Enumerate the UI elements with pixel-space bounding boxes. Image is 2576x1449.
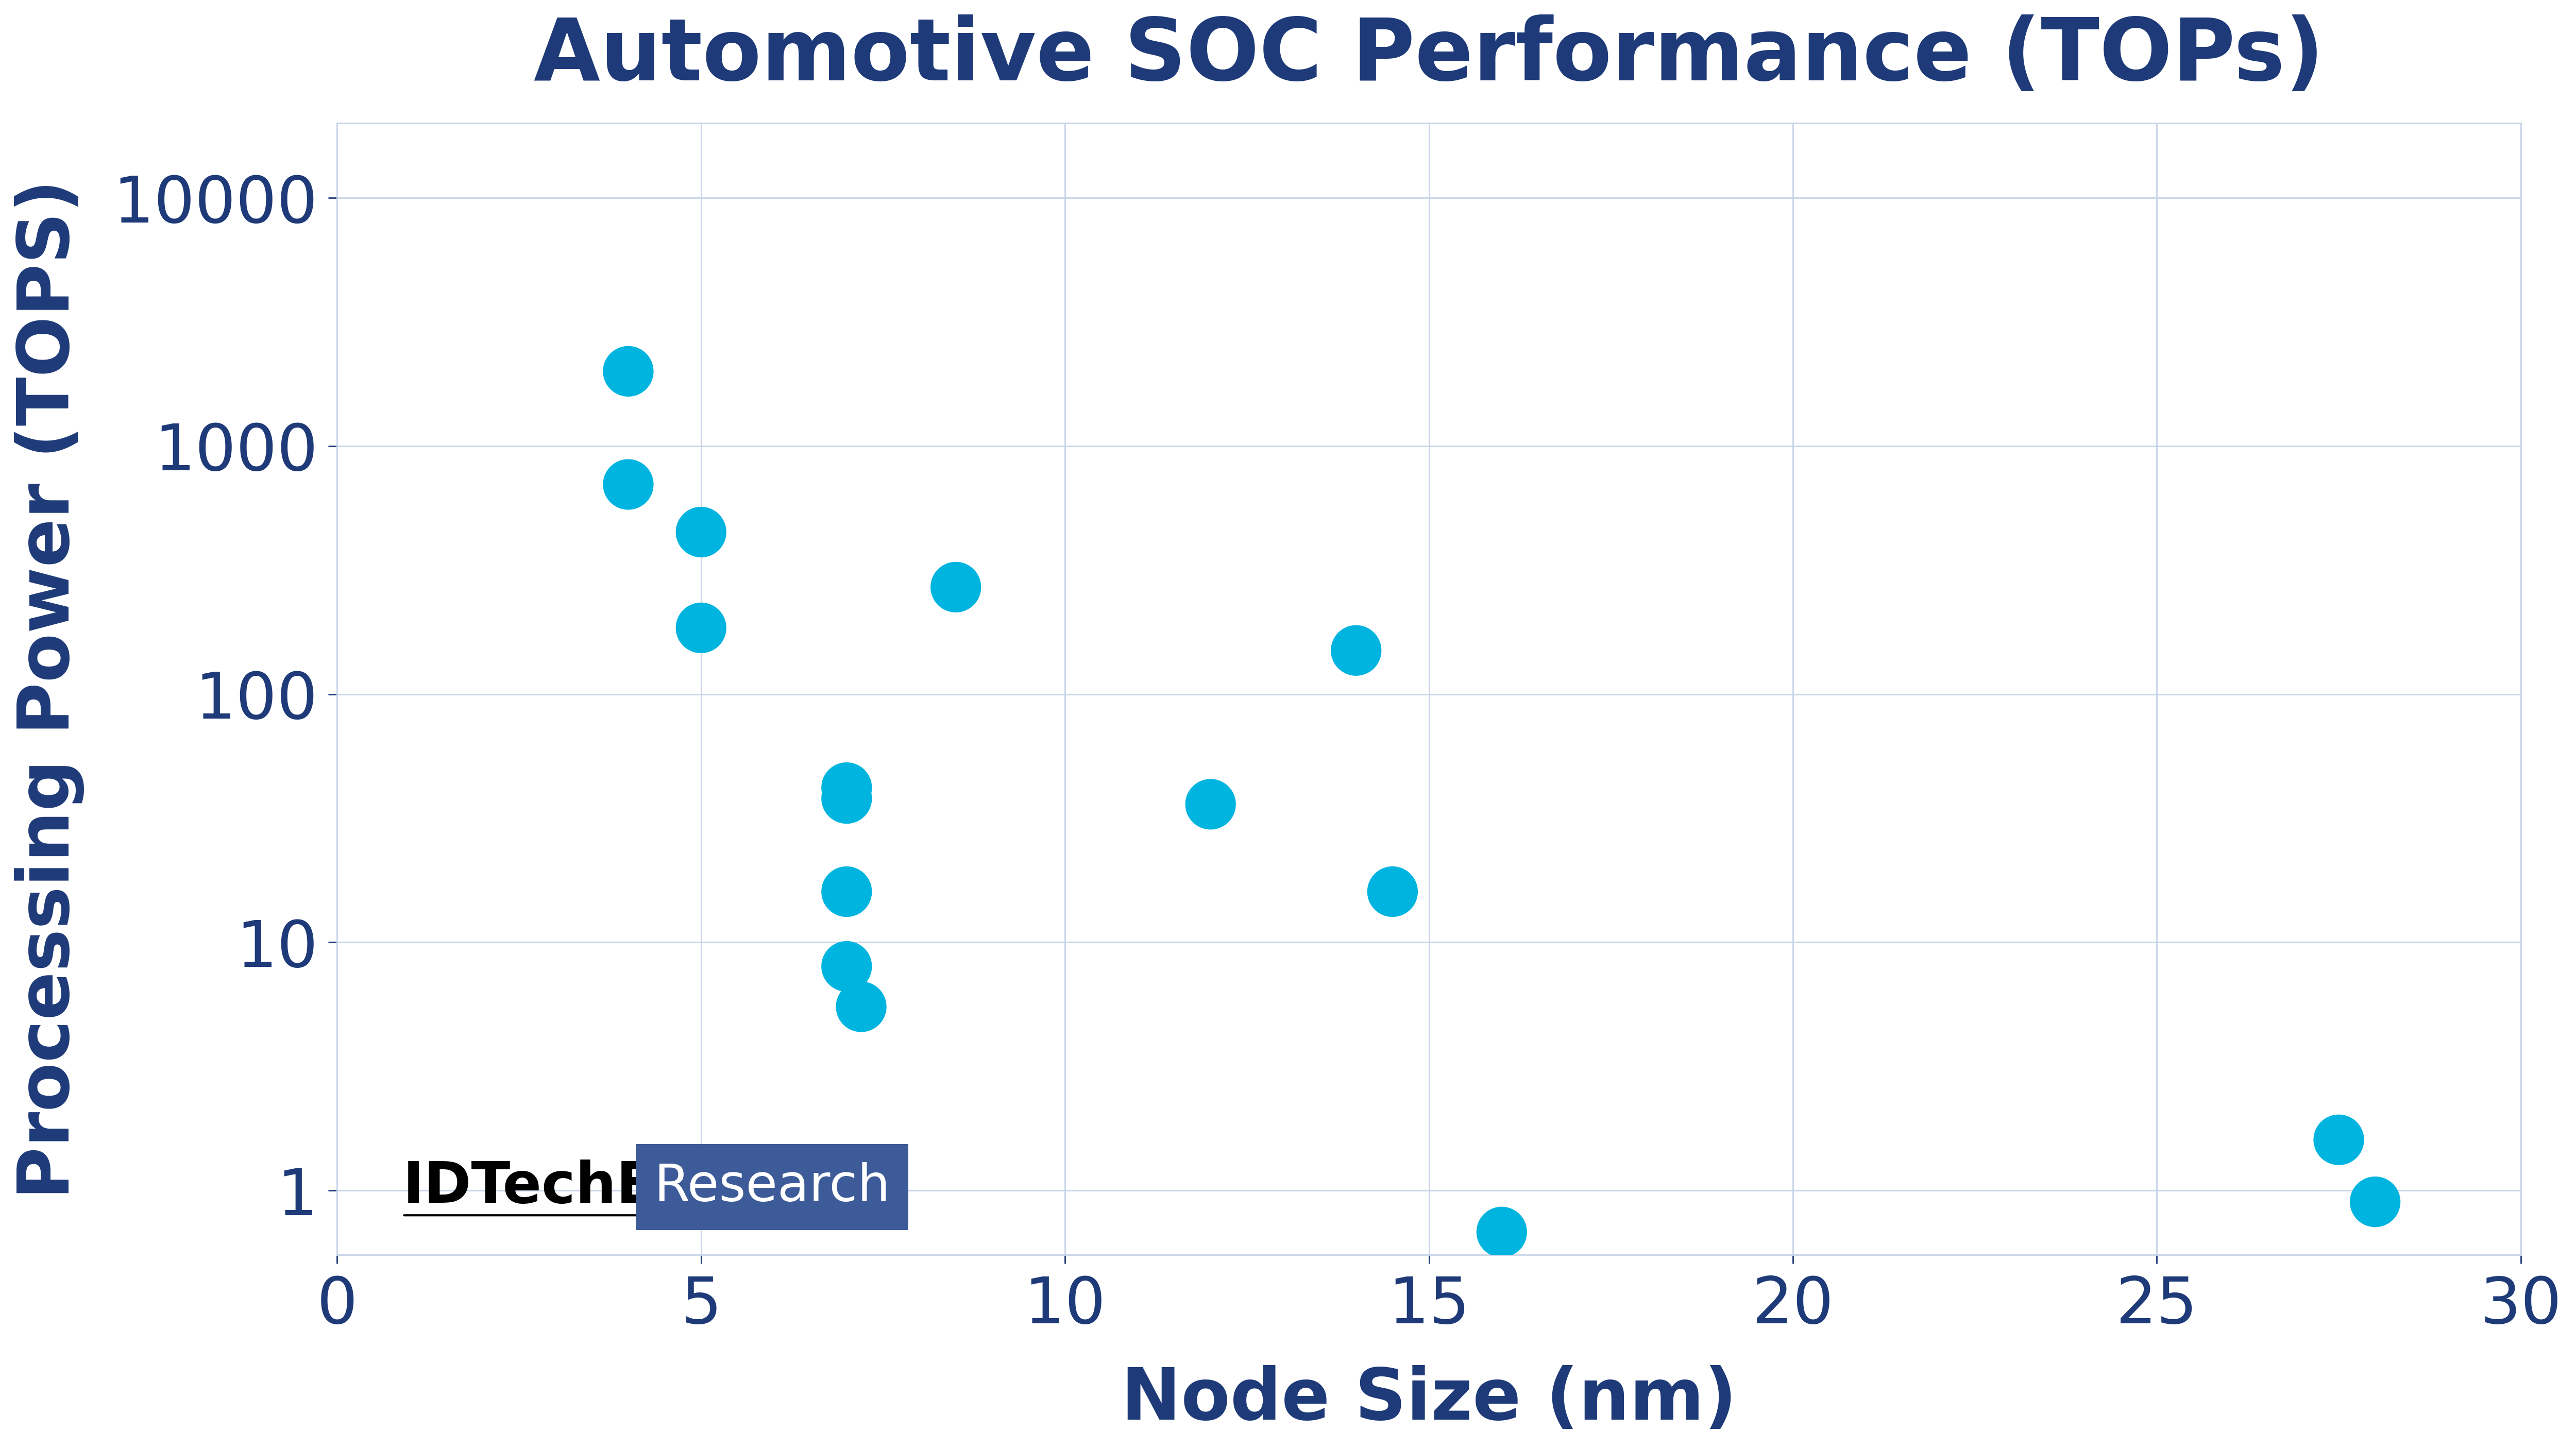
Point: [827, 777, 868, 800]
Point: [827, 787, 868, 810]
Point: [827, 880, 868, 903]
X-axis label: Node Size (nm): Node Size (nm): [1121, 1365, 1736, 1435]
Point: [840, 995, 881, 1019]
Y-axis label: Processing Power (TOPS): Processing Power (TOPS): [15, 180, 85, 1198]
Point: [608, 472, 649, 496]
Text: IDTechEx: IDTechEx: [402, 1159, 693, 1214]
Point: [1373, 880, 1414, 903]
Point: [608, 359, 649, 383]
Title: Automotive SOC Performance (TOPs): Automotive SOC Performance (TOPs): [533, 14, 2324, 99]
Point: [935, 575, 976, 598]
Point: [680, 520, 721, 543]
Point: [827, 955, 868, 978]
Text: Research: Research: [654, 1162, 891, 1211]
Point: [1190, 793, 1231, 816]
Point: [2354, 1190, 2396, 1213]
Point: [1334, 639, 1376, 662]
Point: [2318, 1129, 2360, 1152]
Point: [680, 616, 721, 639]
Point: [1481, 1220, 1522, 1243]
